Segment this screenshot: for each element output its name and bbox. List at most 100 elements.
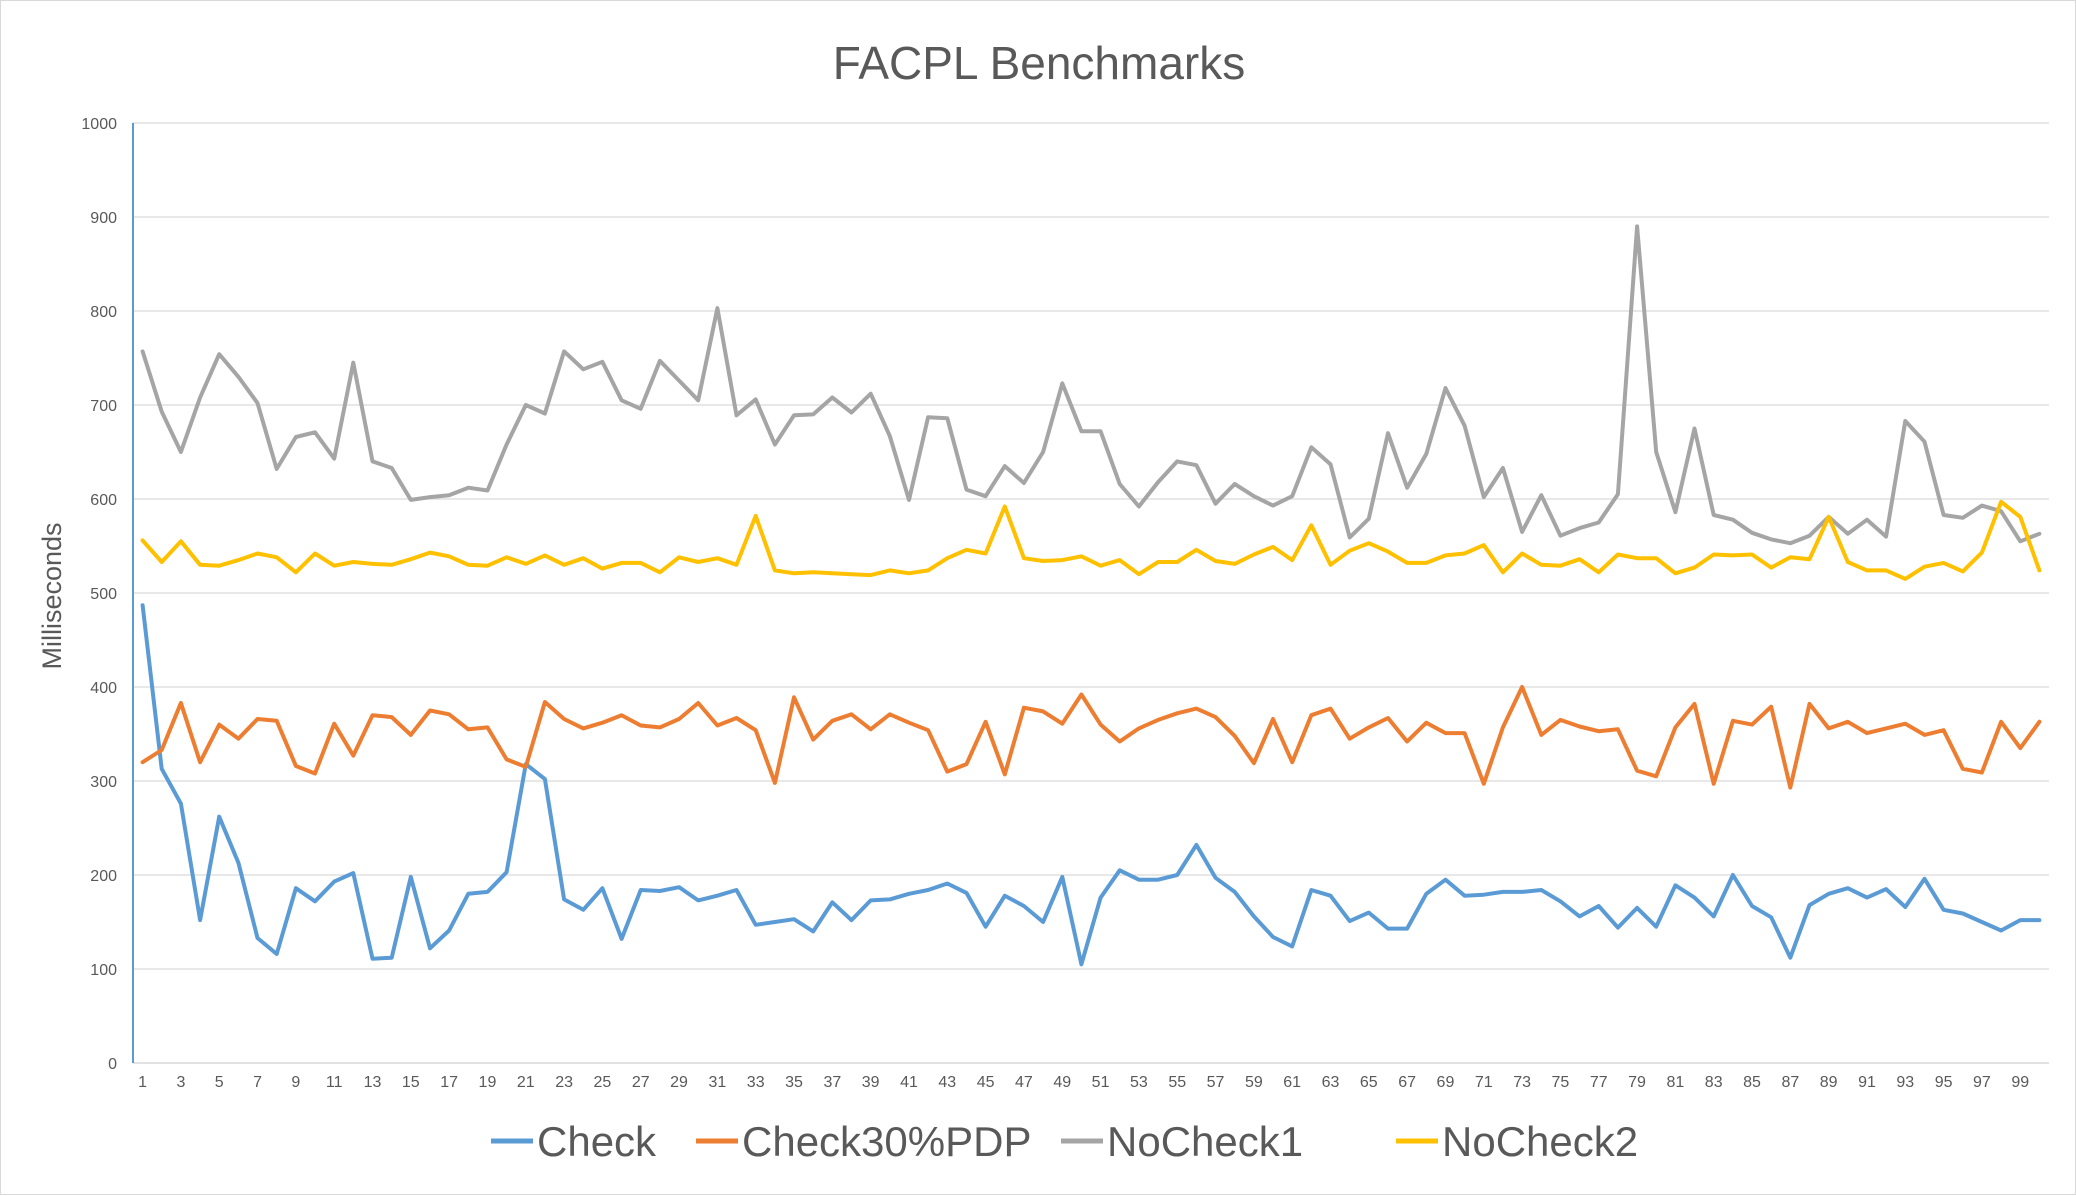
data-point: [198, 918, 202, 922]
data-point: [1655, 450, 1658, 454]
data-point: [1770, 538, 1773, 541]
data-point: [1214, 559, 1217, 563]
y-tick-label: 200: [90, 868, 117, 885]
data-point: [160, 560, 163, 564]
data-point: [1367, 911, 1371, 914]
data-point: [390, 466, 393, 470]
data-point: [1635, 906, 1639, 910]
data-point: [1099, 564, 1102, 567]
data-point: [543, 554, 547, 557]
data-point: [409, 733, 412, 737]
data-point: [562, 898, 566, 901]
data-point: [333, 880, 336, 883]
data-point: [1731, 518, 1735, 521]
data-point: [1061, 382, 1064, 385]
data-point: [1444, 386, 1447, 390]
data-point: [333, 722, 336, 725]
data-point: [1291, 495, 1294, 498]
data-point: [984, 495, 987, 498]
data-point: [1961, 516, 1965, 519]
data-point: [1655, 775, 1658, 778]
data-point: [1942, 561, 1945, 565]
data-point: [1061, 558, 1064, 562]
series-lines: [140, 224, 2042, 967]
data-point: [888, 898, 891, 901]
data-point: [1099, 430, 1102, 433]
data-point: [1348, 536, 1351, 539]
x-tick-label: 97: [1973, 1074, 1991, 1091]
data-point: [218, 815, 221, 818]
x-tick-label: 87: [1781, 1074, 1799, 1091]
x-tick-label: 51: [1092, 1074, 1110, 1091]
data-point: [1003, 505, 1006, 508]
data-point: [888, 569, 891, 572]
data-point: [697, 399, 700, 402]
data-point: [735, 888, 738, 892]
legend-label: Check30%PDP: [742, 1118, 1031, 1165]
data-point: [1501, 466, 1505, 470]
x-tick-label: 71: [1475, 1074, 1493, 1091]
data-point: [773, 569, 777, 572]
data-point: [1980, 551, 1984, 554]
data-point: [1099, 896, 1102, 899]
data-point: [1041, 710, 1045, 713]
data-point: [1176, 460, 1179, 463]
data-point: [1520, 552, 1524, 555]
data-point: [294, 571, 298, 574]
data-point: [1865, 896, 1869, 899]
data-point: [1252, 761, 1256, 765]
data-point: [1961, 767, 1965, 770]
data-point: [141, 761, 144, 764]
data-point: [1252, 495, 1256, 498]
data-point: [1386, 716, 1390, 720]
y-tick-label: 0: [108, 1056, 117, 1073]
data-point: [601, 360, 604, 363]
data-point: [677, 556, 681, 559]
x-tick-label: 1: [138, 1074, 147, 1091]
y-tick-label: 1000: [81, 116, 117, 133]
data-point: [1731, 873, 1735, 877]
x-tick-label: 85: [1743, 1074, 1761, 1091]
data-point: [639, 561, 642, 565]
data-point: [1118, 482, 1121, 486]
data-point: [1271, 504, 1275, 507]
data-point: [754, 398, 757, 401]
x-tick-label: 25: [594, 1074, 612, 1091]
x-tick-label: 39: [862, 1074, 880, 1091]
data-point: [965, 891, 968, 895]
x-tick-label: 19: [479, 1074, 497, 1091]
x-tick-label: 17: [440, 1074, 458, 1091]
data-point: [582, 908, 585, 911]
x-tick-label: 7: [253, 1074, 262, 1091]
legend-item: Check: [491, 1118, 657, 1165]
data-point: [601, 567, 604, 570]
y-tick-label: 800: [90, 304, 117, 321]
data-point: [1655, 557, 1658, 560]
data-point: [390, 563, 393, 566]
data-point: [1271, 717, 1275, 721]
data-point: [639, 888, 642, 892]
data-point: [907, 498, 911, 502]
x-tick-label: 95: [1935, 1074, 1953, 1091]
data-point: [1923, 440, 1926, 443]
x-tick-label: 21: [517, 1074, 535, 1091]
data-point: [313, 900, 317, 903]
data-point: [1118, 869, 1121, 872]
data-point: [1156, 718, 1160, 722]
data-point: [1348, 549, 1351, 552]
data-point: [1923, 877, 1926, 880]
data-point: [1597, 904, 1600, 908]
legend-item: NoCheck2: [1396, 1118, 1638, 1165]
data-point: [1923, 733, 1926, 737]
data-point: [812, 930, 815, 933]
data-point: [2019, 746, 2022, 750]
x-tick-label: 57: [1207, 1074, 1225, 1091]
data-point: [773, 443, 777, 446]
y-axis-title: Milliseconds: [37, 522, 67, 669]
data-point: [524, 765, 527, 769]
x-tick-label: 3: [176, 1074, 185, 1091]
data-point: [1348, 737, 1351, 740]
data-point: [582, 727, 585, 730]
data-point: [1827, 515, 1830, 519]
data-point: [888, 713, 891, 716]
